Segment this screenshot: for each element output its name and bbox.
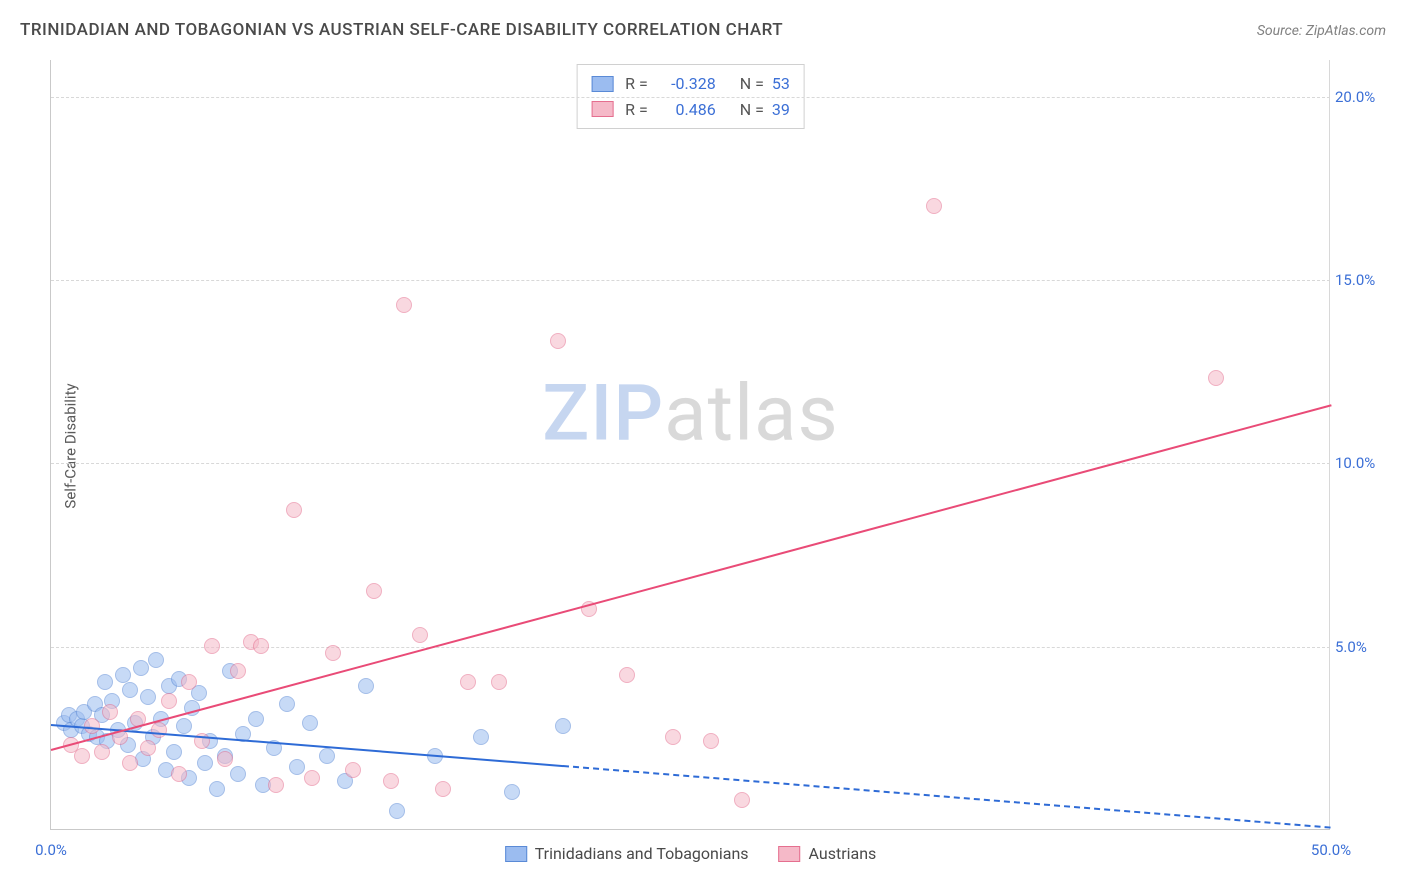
- data-point: [491, 674, 507, 690]
- data-point: [555, 718, 571, 734]
- legend-swatch: [591, 101, 613, 117]
- data-point: [171, 766, 187, 782]
- legend-label: Trinidadians and Tobagonians: [535, 844, 749, 863]
- data-point: [140, 740, 156, 756]
- n-value: 53: [772, 71, 790, 97]
- data-point: [289, 759, 305, 775]
- data-point: [504, 784, 520, 800]
- watermark-part1: ZIP: [542, 368, 664, 459]
- r-label: R =: [625, 71, 648, 97]
- data-point: [319, 748, 335, 764]
- data-point: [148, 652, 164, 668]
- data-point: [74, 748, 90, 764]
- data-point: [94, 744, 110, 760]
- data-point: [1208, 370, 1224, 386]
- gridline: [51, 463, 1330, 464]
- y-tick-label: 5.0%: [1335, 638, 1385, 656]
- data-point: [122, 755, 138, 771]
- x-tick-label: 50.0%: [1311, 841, 1351, 859]
- data-point: [926, 198, 942, 214]
- data-point: [665, 729, 681, 745]
- data-point: [176, 718, 192, 734]
- data-point: [286, 502, 302, 518]
- legend-swatch: [591, 76, 613, 92]
- x-tick-label: 0.0%: [35, 841, 67, 859]
- data-point: [366, 583, 382, 599]
- trend-line: [563, 765, 1331, 829]
- data-point: [166, 744, 182, 760]
- watermark-part2: atlas: [664, 368, 839, 459]
- r-value: -0.328: [656, 71, 716, 97]
- data-point: [102, 704, 118, 720]
- data-point: [619, 667, 635, 683]
- data-point: [151, 722, 167, 738]
- series-legend: Trinidadians and Tobagonians Austrians: [505, 844, 877, 863]
- data-point: [473, 729, 489, 745]
- n-label: N =: [740, 71, 764, 97]
- data-point: [703, 733, 719, 749]
- data-point: [435, 781, 451, 797]
- data-point: [115, 667, 131, 683]
- data-point: [396, 297, 412, 313]
- data-point: [412, 627, 428, 643]
- data-point: [209, 781, 225, 797]
- y-tick-label: 20.0%: [1335, 88, 1385, 106]
- data-point: [302, 715, 318, 731]
- legend-swatch: [779, 846, 801, 862]
- data-point: [204, 638, 220, 654]
- data-point: [734, 792, 750, 808]
- data-point: [97, 674, 113, 690]
- data-point: [550, 333, 566, 349]
- data-point: [268, 777, 284, 793]
- legend-stat-row: R = -0.328 N = 53: [591, 71, 790, 97]
- data-point: [304, 770, 320, 786]
- data-point: [217, 751, 233, 767]
- data-point: [460, 674, 476, 690]
- r-label: R =: [625, 97, 648, 123]
- data-point: [161, 693, 177, 709]
- legend-item: Trinidadians and Tobagonians: [505, 844, 749, 863]
- n-label: N =: [740, 97, 764, 123]
- data-point: [181, 674, 197, 690]
- data-point: [122, 682, 138, 698]
- data-point: [358, 678, 374, 694]
- chart-title: TRINIDADIAN AND TOBAGONIAN VS AUSTRIAN S…: [20, 20, 783, 40]
- trend-line: [51, 405, 1332, 752]
- legend-item: Austrians: [779, 844, 877, 863]
- data-point: [279, 696, 295, 712]
- r-value: 0.486: [656, 97, 716, 123]
- data-point: [230, 663, 246, 679]
- data-point: [248, 711, 264, 727]
- data-point: [140, 689, 156, 705]
- data-point: [230, 766, 246, 782]
- legend-swatch: [505, 846, 527, 862]
- gridline: [51, 280, 1330, 281]
- data-point: [253, 638, 269, 654]
- data-point: [389, 803, 405, 819]
- data-point: [133, 660, 149, 676]
- watermark: ZIPatlas: [542, 368, 839, 459]
- legend-stat-row: R = 0.486 N = 39: [591, 97, 790, 123]
- data-point: [345, 762, 361, 778]
- source-attribution: Source: ZipAtlas.com: [1257, 23, 1386, 39]
- n-value: 39: [772, 97, 790, 123]
- data-point: [197, 755, 213, 771]
- y-tick-label: 10.0%: [1335, 454, 1385, 472]
- scatter-chart: ZIPatlas R =-0.328N =53R =0.486N =39 Tri…: [50, 60, 1330, 830]
- y-tick-label: 15.0%: [1335, 271, 1385, 289]
- gridline: [51, 647, 1330, 648]
- legend-label: Austrians: [809, 844, 877, 863]
- data-point: [325, 645, 341, 661]
- chart-right-border: [1329, 60, 1330, 829]
- gridline: [51, 97, 1330, 98]
- data-point: [383, 773, 399, 789]
